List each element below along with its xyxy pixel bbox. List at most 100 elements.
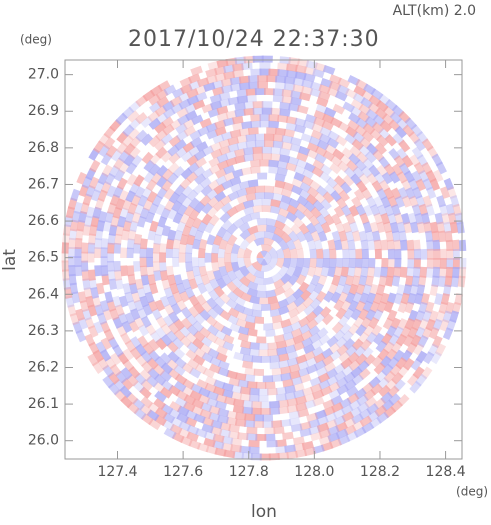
radar-cell: [215, 324, 223, 329]
radar-cell: [358, 258, 359, 268]
radar-cell: [246, 318, 255, 320]
radar-cell: [257, 228, 266, 229]
radar-cell: [255, 273, 264, 275]
radar-cell: [169, 266, 170, 276]
radar-cell: [157, 270, 159, 280]
radar-cell: [167, 288, 170, 297]
radar-cell: [308, 145, 317, 149]
radar-cell: [266, 131, 276, 132]
radar-cell: [203, 355, 212, 360]
radar-cell: [216, 271, 219, 280]
radar-cell: [286, 258, 288, 267]
radar-cell: [366, 206, 370, 215]
y-tick-label: 26.6: [28, 213, 59, 229]
radar-cell: [180, 222, 183, 231]
radar-cell: [198, 144, 207, 149]
radar-cell: [299, 149, 308, 153]
radar-cell: [197, 231, 200, 240]
radar-cell: [236, 306, 245, 310]
radar-cell: [135, 213, 138, 223]
radar-cell: [202, 248, 203, 258]
radar-cell: [163, 270, 165, 280]
radar-cell: [122, 191, 126, 201]
radar-cell: [397, 240, 398, 250]
radar-cell: [235, 106, 245, 108]
radar-cell: [120, 217, 123, 227]
radar-cell: [286, 119, 296, 121]
radar-cell: [244, 203, 253, 206]
radar-cell: [277, 217, 286, 221]
radar-cell: [117, 243, 118, 253]
radar-cell: [280, 105, 290, 106]
radar-cell: [206, 379, 215, 383]
radar-cell: [80, 173, 84, 183]
radar-cell: [433, 285, 435, 296]
radar-cell: [266, 255, 268, 259]
radar-cell: [393, 319, 398, 328]
radar-cell: [249, 443, 260, 444]
radar-cell: [158, 301, 162, 310]
radar-cell: [224, 337, 233, 341]
radar-cell: [373, 223, 376, 233]
radar-cell: [401, 302, 404, 312]
radar-cell: [132, 283, 134, 293]
radar-cell: [230, 236, 235, 244]
radar-cell: [138, 279, 140, 289]
radar-cell: [318, 143, 327, 148]
radar-cell: [269, 404, 279, 405]
radar-cell: [150, 193, 155, 202]
radar-cell: [235, 290, 243, 296]
radar-cell: [433, 180, 437, 190]
radar-cell: [266, 258, 268, 261]
radar-cell: [234, 245, 237, 254]
radar-cell: [391, 214, 394, 224]
radar-cell: [351, 240, 352, 250]
radar-cell: [187, 113, 196, 118]
radar-cell: [319, 216, 324, 224]
radar-cell: [317, 369, 326, 374]
radar-cell: [331, 240, 333, 250]
radar-cell: [219, 229, 224, 237]
radar-cell: [337, 240, 339, 250]
radar-cell: [240, 184, 249, 187]
radar-cell: [268, 299, 277, 301]
radar-cell: [365, 302, 369, 311]
radar-cell: [268, 345, 278, 346]
radar-cell: [304, 76, 315, 79]
radar-cell: [237, 321, 246, 324]
radar-cell: [85, 243, 86, 254]
radar-cell: [163, 244, 164, 254]
radar-cell: [307, 360, 316, 364]
radar-cell: [215, 262, 217, 271]
radar-cell: [348, 293, 352, 302]
radar-cell: [242, 410, 252, 411]
radar-cell: [211, 167, 220, 172]
radar-cell: [288, 159, 298, 162]
y-tick-label: 26.4: [28, 286, 59, 302]
radar-cell: [118, 234, 119, 244]
radar-cell: [137, 318, 142, 327]
radar-cell: [287, 304, 295, 309]
radar-cell: [305, 354, 314, 358]
radar-cell: [282, 435, 293, 436]
radar-cell: [395, 276, 397, 286]
radar-cell: [156, 243, 157, 253]
radar-cell: [301, 185, 310, 190]
radar-cell: [202, 266, 204, 275]
radar-cell: [140, 217, 143, 227]
radar-cell: [410, 240, 411, 250]
radar-cell: [323, 123, 332, 128]
radar-cell: [182, 292, 186, 301]
radar-cell: [185, 129, 194, 134]
radar-cell: [242, 295, 251, 299]
radar-cell: [99, 283, 101, 294]
radar-cell: [192, 140, 201, 145]
radar-cell: [137, 243, 138, 253]
radar-cell: [199, 397, 209, 401]
radar-cell: [342, 231, 345, 240]
radar-cell: [327, 216, 332, 224]
radar-cell: [291, 427, 302, 429]
radar-cell: [207, 401, 217, 405]
radar-cell: [362, 231, 364, 241]
radar-cell: [454, 276, 455, 287]
